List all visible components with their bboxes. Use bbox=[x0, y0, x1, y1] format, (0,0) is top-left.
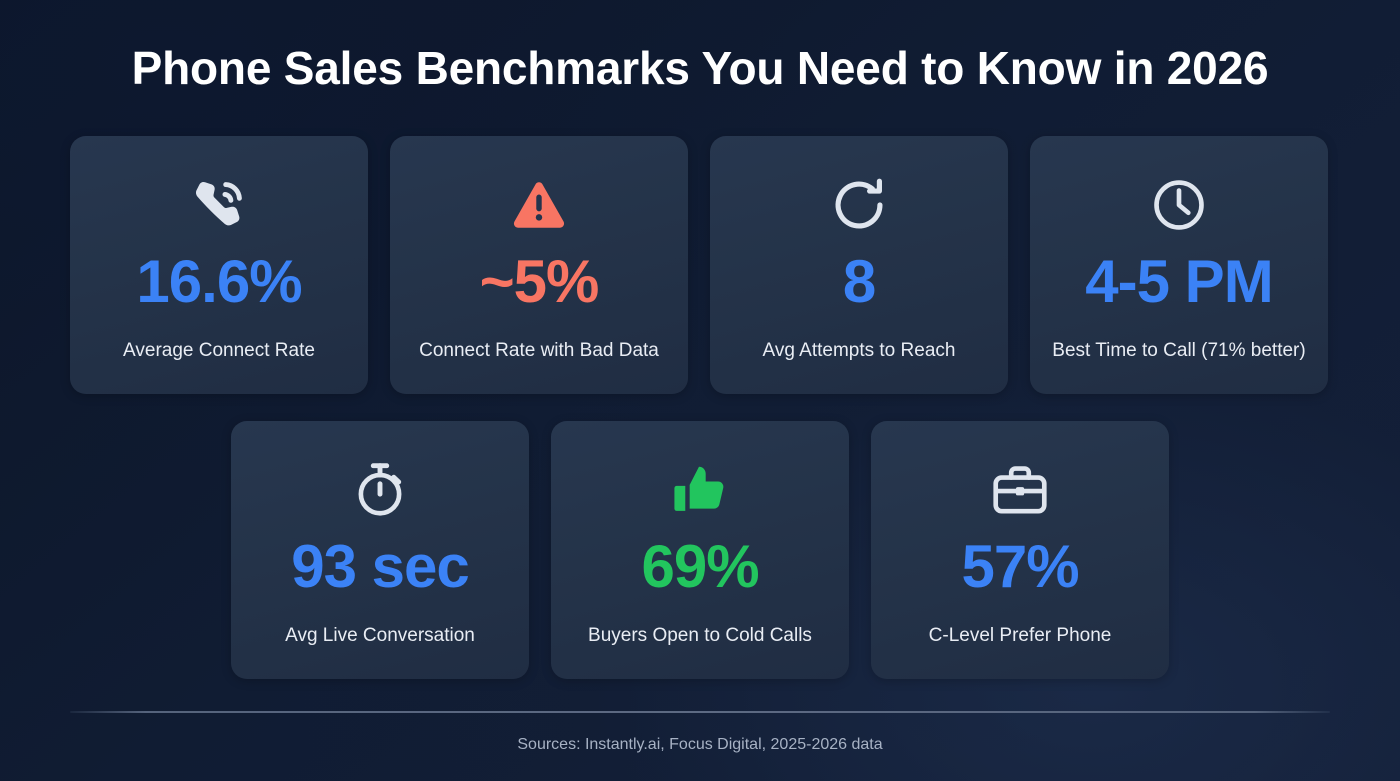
stat-value-best-time-to-call: 4-5 PM bbox=[1085, 248, 1273, 315]
stat-label-avg-attempts-to-reach: Avg Attempts to Reach bbox=[762, 340, 956, 361]
stat-label-connect-rate-bad-data: Connect Rate with Bad Data bbox=[419, 340, 659, 361]
thumbs-up-icon bbox=[669, 459, 731, 521]
stat-value-c-level-prefer-phone: 57% bbox=[961, 533, 1079, 600]
stat-card-avg-live-conversation: 93 sec Avg Live Conversation bbox=[231, 421, 529, 679]
clock-icon bbox=[1148, 174, 1210, 236]
page-title: Phone Sales Benchmarks You Need to Know … bbox=[131, 42, 1269, 94]
stat-card-row-1: 16.6% Average Connect Rate ~5% Connect Rate… bbox=[70, 136, 1328, 394]
stat-card-avg-attempts-to-reach: 8 Avg Attempts to Reach bbox=[710, 136, 1008, 394]
stat-label-average-connect-rate: Average Connect Rate bbox=[123, 340, 315, 361]
briefcase-icon bbox=[989, 459, 1051, 521]
stat-card-average-connect-rate: 16.6% Average Connect Rate bbox=[70, 136, 368, 394]
stat-label-best-time-to-call: Best Time to Call (71% better) bbox=[1052, 340, 1306, 361]
stat-label-avg-live-conversation: Avg Live Conversation bbox=[285, 625, 475, 646]
stat-value-avg-live-conversation: 93 sec bbox=[291, 533, 470, 600]
stat-card-c-level-prefer-phone: 57% C-Level Prefer Phone bbox=[871, 421, 1169, 679]
refresh-clockwise-icon bbox=[828, 174, 890, 236]
stat-value-connect-rate-bad-data: ~5% bbox=[479, 248, 600, 315]
sources-text: Sources: Instantly.ai, Focus Digital, 20… bbox=[517, 736, 883, 753]
stopwatch-icon bbox=[349, 459, 411, 521]
stat-card-best-time-to-call: 4-5 PM Best Time to Call (71% better) bbox=[1030, 136, 1328, 394]
stat-card-buyers-open-to-cold-calls: 69% Buyers Open to Cold Calls bbox=[551, 421, 849, 679]
footer-divider bbox=[70, 711, 1330, 713]
stat-card-row-2: 93 sec Avg Live Conversation 69% Buyers Ope… bbox=[231, 421, 1169, 679]
stat-label-buyers-open-to-cold-calls: Buyers Open to Cold Calls bbox=[588, 625, 812, 646]
stat-value-avg-attempts-to-reach: 8 bbox=[842, 248, 876, 315]
stat-value-average-connect-rate: 16.6% bbox=[136, 248, 302, 315]
stat-value-buyers-open-to-cold-calls: 69% bbox=[641, 533, 759, 600]
stat-card-connect-rate-bad-data: ~5% Connect Rate with Bad Data bbox=[390, 136, 688, 394]
warning-triangle-icon bbox=[508, 174, 570, 236]
stat-label-c-level-prefer-phone: C-Level Prefer Phone bbox=[928, 625, 1112, 646]
phone-call-icon bbox=[188, 174, 250, 236]
